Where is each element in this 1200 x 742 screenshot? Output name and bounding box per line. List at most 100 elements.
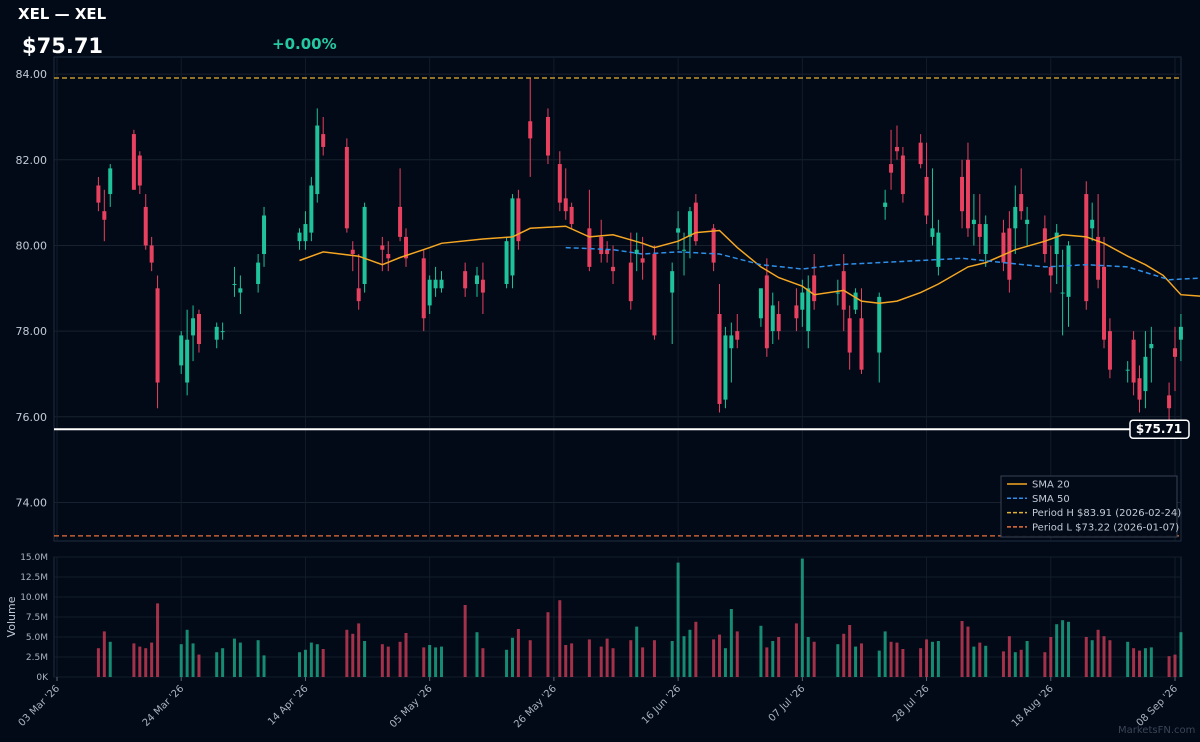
sma20-line (299, 225, 1200, 305)
candle-body (693, 202, 698, 242)
candle-body (433, 279, 438, 289)
candle-body (569, 206, 574, 225)
volume-bar (303, 649, 307, 677)
candle-body (232, 284, 237, 286)
volume-bar (877, 650, 881, 677)
candle-body (220, 331, 225, 333)
volume-bar (528, 640, 532, 677)
date-tick-label: 14 Apr '26 (266, 683, 310, 727)
candle-body (404, 236, 409, 259)
volume-bar (1132, 648, 1136, 677)
candle-body (528, 121, 533, 139)
candle-body (605, 249, 610, 255)
volume-bar (800, 558, 804, 677)
candle-body (859, 318, 864, 370)
volume-tick-label: 12.5M (20, 573, 48, 583)
date-tick-label: 26 May '26 (512, 683, 559, 730)
candle-body (794, 305, 799, 319)
volume-tick-label: 7.5M (26, 613, 48, 623)
legend-box (1000, 475, 1178, 538)
candle-body (356, 288, 361, 302)
volume-bar (422, 647, 426, 677)
candle-body (676, 228, 681, 233)
volume-bar (960, 621, 964, 677)
candle-body (1149, 343, 1154, 349)
volume-bar (676, 562, 680, 677)
volume-bar (1102, 636, 1106, 677)
volume-bar (1013, 652, 1017, 677)
volume-bar (854, 646, 858, 677)
volume-bar (635, 626, 639, 677)
volume-bar (1067, 621, 1071, 677)
volume-bar (215, 652, 219, 677)
indicator-lines (54, 77, 1200, 537)
volume-bar (1179, 632, 1183, 677)
last-price-marker: $75.71 (54, 419, 1190, 439)
price-panel (53, 56, 1182, 542)
candle-body (297, 232, 302, 242)
date-tick-label: 28 Jul '26 (891, 683, 932, 724)
volume-bar (978, 642, 982, 677)
volume-bar (108, 641, 112, 677)
candle-body (137, 155, 142, 186)
volume-bar (546, 612, 550, 677)
chart-title: XEL — XEL (18, 5, 107, 23)
candle-body (652, 254, 657, 336)
candle-body (930, 228, 935, 237)
volume-bar (351, 633, 355, 677)
candle-body (480, 279, 485, 293)
candle-body (640, 258, 645, 263)
volume-bar (262, 655, 266, 677)
legend-entry: SMA 50 (1032, 494, 1070, 505)
candle-body (155, 288, 160, 383)
volume-bar (191, 643, 195, 677)
volume-bar (765, 647, 769, 677)
candle-body (889, 164, 894, 173)
volume-bar (156, 603, 160, 677)
volume-bar (321, 649, 325, 677)
volume-bar (463, 605, 467, 677)
candle-body (924, 176, 929, 216)
volume-bar (587, 639, 591, 677)
legend-entry: Period L $73.22 (2026-01-07) (1032, 522, 1179, 533)
volume-bar (1149, 647, 1153, 677)
candle-body (883, 202, 888, 207)
volume-tick-label: 2.5M (26, 653, 48, 663)
date-tick-label: 16 Jun '26 (640, 683, 683, 726)
candle-body (1019, 194, 1024, 212)
volume-bar (1096, 629, 1100, 677)
candle-body (599, 236, 604, 255)
date-tick-label: 05 May '26 (388, 683, 435, 730)
candle-body (1084, 194, 1089, 302)
volume-bar (144, 648, 148, 677)
candle-body (149, 245, 154, 263)
last-price-tag (1129, 419, 1190, 439)
candle-body (1013, 206, 1018, 229)
volume-bar (794, 623, 798, 677)
candle-body (800, 292, 805, 310)
candle-body (977, 224, 982, 237)
candle-body (758, 288, 763, 319)
volume-bar (102, 631, 106, 677)
volume-bar (439, 646, 443, 677)
candle-body (918, 142, 923, 165)
candle-body (386, 254, 391, 259)
candle-body (670, 271, 675, 293)
candle-body (238, 288, 243, 293)
candle-body (563, 198, 568, 212)
candle-body (776, 313, 781, 332)
volume-bar (723, 648, 727, 677)
volume-bar (919, 648, 923, 677)
volume-bar (363, 641, 367, 677)
candle-body (474, 275, 479, 285)
volume-axis-label: Volume (5, 596, 18, 637)
volume-bar (759, 625, 763, 677)
legend-entry: SMA 20 (1032, 480, 1070, 491)
candle-body (835, 292, 840, 294)
volume-bar (315, 644, 319, 677)
candle-body (853, 292, 858, 310)
price-tick-label: 74.00 (16, 496, 48, 509)
watermark: MarketsFN.com (1118, 725, 1195, 736)
candle-body (102, 211, 107, 220)
